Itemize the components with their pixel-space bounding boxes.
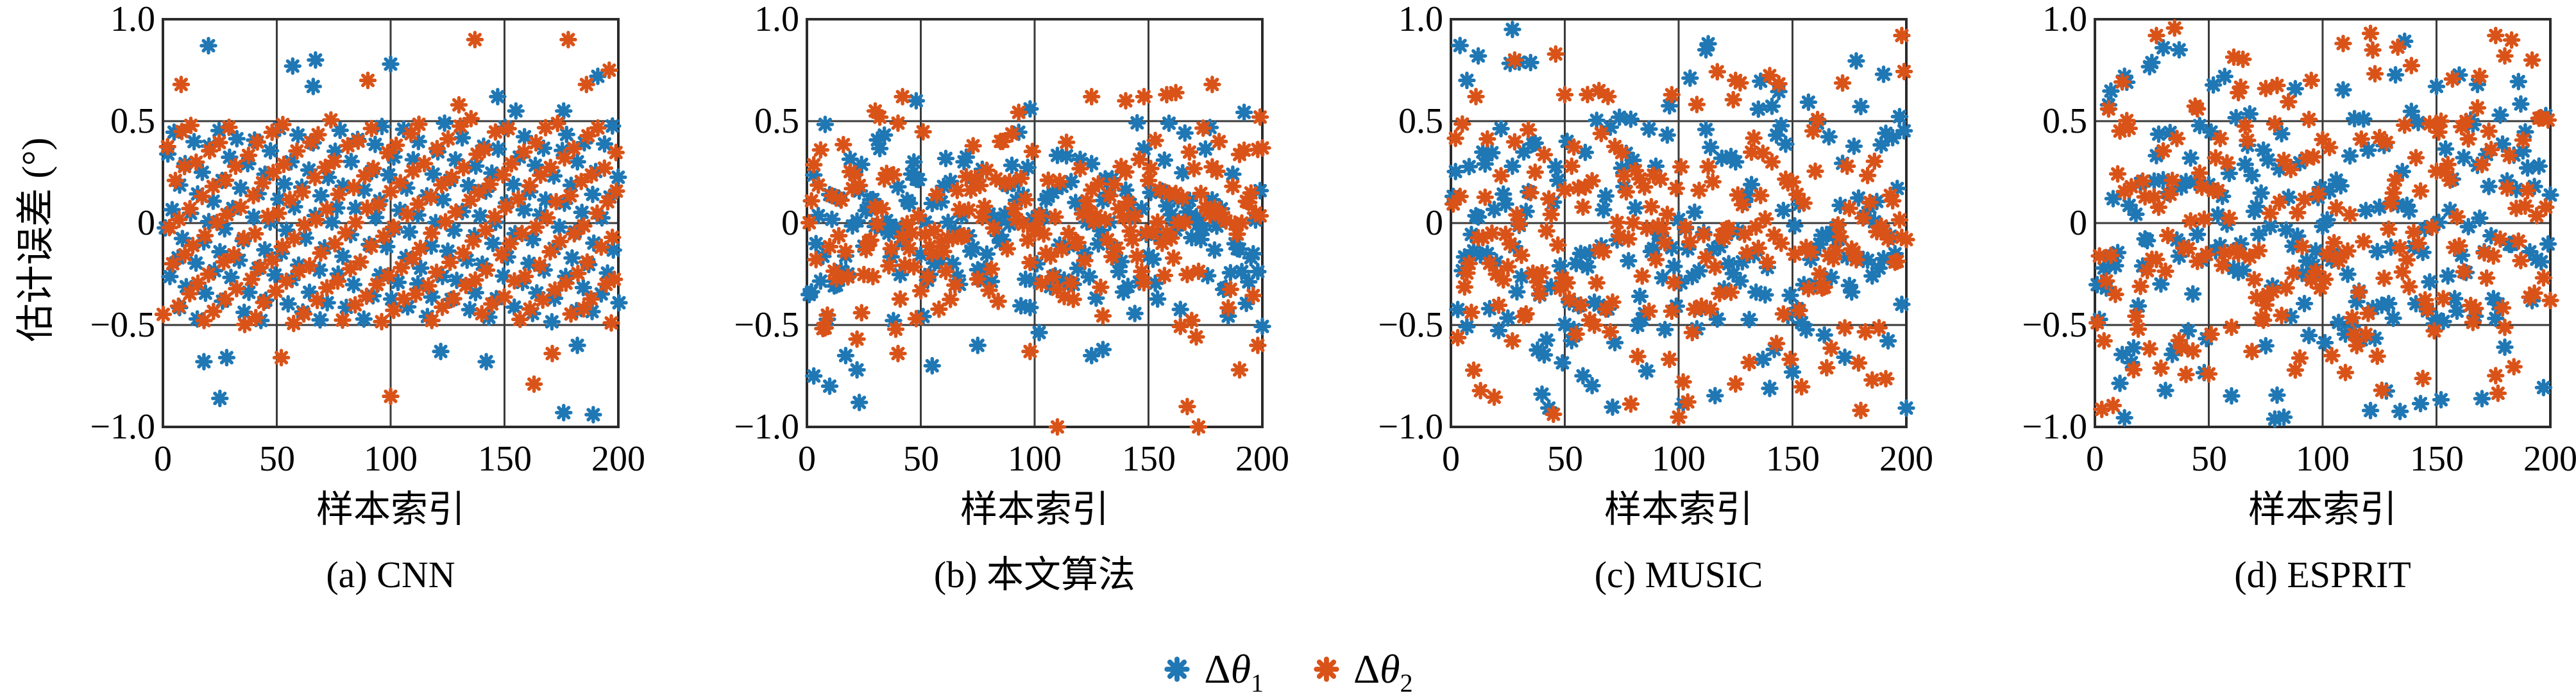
- x-tick-label: 150: [1766, 439, 1820, 479]
- x-tick-label: 200: [1879, 439, 1933, 479]
- x-tick-label: 100: [1008, 439, 1062, 479]
- y-tick-label: 0: [2069, 203, 2087, 243]
- subplot-caption: (d) ESPRIT: [2234, 554, 2411, 596]
- x-tick-label: 150: [1122, 439, 1176, 479]
- y-tick-label: 0: [1425, 203, 1443, 243]
- scatter-points-layer: [1444, 18, 1915, 428]
- scatter-points-layer: [2088, 18, 2559, 428]
- x-axis-label: 样本索引: [960, 488, 1109, 530]
- y-tick-label: 0.5: [2042, 101, 2087, 141]
- x-tick-label: 200: [2523, 439, 2576, 479]
- scatter-series-Δθ2: [800, 76, 1271, 436]
- scatter-points-layer: [154, 18, 628, 428]
- y-tick-label: 1.0: [1398, 0, 1443, 39]
- legend-label: Δθ1: [1204, 646, 1264, 697]
- x-tick-label: 50: [2191, 439, 2227, 479]
- subplot-music: 1.0 0.5 0 −0.5 −1.0 0 50 100 150 200 样本索…: [1288, 0, 1933, 609]
- subplot-caption: (c) MUSIC: [1594, 554, 1763, 596]
- scatter-series-Δθ2: [1444, 26, 1915, 426]
- x-axis-label: 样本索引: [1604, 488, 1753, 530]
- scatter-series-Δθ1: [800, 92, 1271, 412]
- legend: Δθ1 Δθ2: [0, 638, 2576, 700]
- y-tick-label: 1.0: [2042, 0, 2087, 39]
- x-tick-label: 100: [364, 439, 418, 479]
- y-tick-label: −0.5: [734, 305, 799, 345]
- x-tick-label: 50: [903, 439, 939, 479]
- y-tick-label: 0: [781, 203, 799, 243]
- plot-frame: [2094, 18, 2552, 428]
- plot-frame: [1450, 18, 1908, 428]
- asterisk-icon: [1314, 656, 1339, 682]
- subplot-caption: (b) 本文算法: [933, 554, 1136, 596]
- x-tick-label: 100: [2296, 439, 2350, 479]
- y-tick-label: 0: [137, 203, 155, 243]
- x-tick-label: 200: [1235, 439, 1289, 479]
- x-tick-label: 150: [478, 439, 532, 479]
- scatter-series-Δθ2: [154, 31, 625, 406]
- y-tick-label: 1.0: [754, 0, 799, 39]
- y-tick-label: −0.5: [90, 305, 155, 345]
- y-tick-label: −1.0: [2022, 407, 2087, 447]
- x-tick-label: 50: [259, 439, 295, 479]
- y-tick-label: −0.5: [1378, 305, 1443, 345]
- legend-label: Δθ2: [1353, 646, 1413, 697]
- y-tick-label: 0.5: [1398, 101, 1443, 141]
- x-tick-label: 0: [154, 439, 172, 479]
- subplot-cnn: 1.0 0.5 0 −0.5 −1.0 0 50 100 150 200 样本索…: [0, 0, 645, 609]
- y-tick-label: 1.0: [110, 0, 155, 39]
- y-tick-label: 0.5: [110, 101, 155, 141]
- x-axis-label: 样本索引: [2248, 488, 2397, 530]
- y-tick-label: −1.0: [90, 407, 155, 447]
- x-tick-label: 0: [1442, 439, 1460, 479]
- legend-item-dtheta1: Δθ1: [1163, 646, 1264, 697]
- subplot-proposed: 1.0 0.5 0 −0.5 −1.0 0 50 100 150 200 样本索…: [644, 0, 1289, 609]
- asterisk-icon: [1164, 656, 1191, 682]
- x-axis-label: 样本索引: [316, 488, 465, 530]
- x-tick-label: 100: [1652, 439, 1706, 479]
- x-tick-label: 200: [591, 439, 645, 479]
- y-tick-label: −0.5: [2022, 305, 2087, 345]
- legend-item-dtheta2: Δθ2: [1312, 646, 1413, 697]
- y-tick-label: 0.5: [754, 101, 799, 141]
- y-tick-label: −1.0: [1378, 407, 1443, 447]
- scatter-points-layer: [800, 18, 1271, 436]
- x-tick-label: 0: [2086, 439, 2104, 479]
- x-tick-label: 150: [2410, 439, 2464, 479]
- x-tick-label: 50: [1547, 439, 1583, 479]
- x-tick-label: 0: [798, 439, 816, 479]
- subplot-caption: (a) CNN: [326, 554, 455, 596]
- y-tick-label: −1.0: [734, 407, 799, 447]
- scatter-series-Δθ2: [2088, 19, 2559, 419]
- subplot-esprit: 1.0 0.5 0 −0.5 −1.0 0 50 100 150 200 样本索…: [1932, 0, 2576, 609]
